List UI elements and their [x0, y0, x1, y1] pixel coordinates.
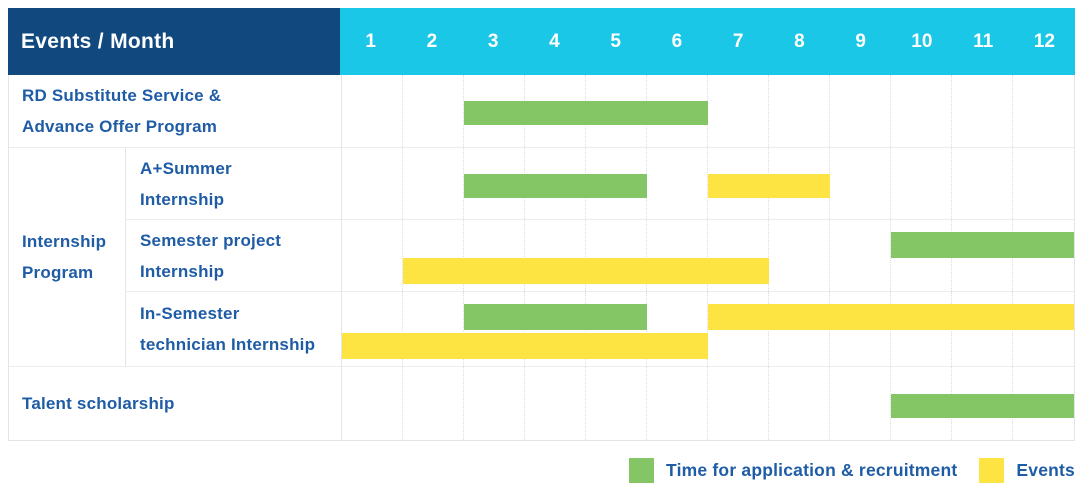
month-gridline-1: [342, 292, 403, 366]
table-header-row: Events / Month 1 2 3 4 5 6 7 8 9 10 11 12: [8, 8, 1075, 75]
legend: Time for application & recruitment Event…: [629, 458, 1075, 483]
month-gridline-8: [769, 220, 830, 291]
group-label-text: Internship Program: [22, 232, 107, 282]
green-swatch-icon: [629, 458, 655, 483]
row-label-rd-substitute-service: RD Substitute Service & Advance Offer Pr…: [9, 75, 341, 148]
month-gridline-9: [830, 148, 891, 219]
chart-cell-in-semester-technician-internship: [341, 292, 1074, 367]
month-gridline-5: [586, 220, 647, 291]
row-label-text: Talent scholarship: [22, 394, 175, 413]
month-gridline-5: [586, 367, 647, 440]
legend-label-events: Events: [1016, 460, 1075, 480]
month-gridline-6: [647, 220, 708, 291]
gantt-bar-yellow-months-1-6: [342, 333, 708, 359]
gantt-table: Events / Month 1 2 3 4 5 6 7 8 9 10 11 12 RD Substi…: [8, 8, 1075, 441]
month-gridline-8: [769, 367, 830, 440]
month-gridline-1: [342, 75, 403, 147]
table-body: RD Substitute Service & Advance Offer Pr…: [8, 75, 1075, 441]
legend-label-application-recruitment: Time for application & recruitment: [666, 460, 958, 480]
month-gridline-1: [342, 367, 403, 440]
month-header-9: 9: [855, 30, 866, 52]
month-gridline-12: [1013, 148, 1074, 219]
row-label-text: A+Summer Internship: [140, 158, 232, 209]
row-label-a-plus-summer-internship: A+Summer Internship: [125, 148, 341, 220]
row-label-in-semester-technician-internship: In-Semester technician Internship: [125, 292, 341, 367]
legend-item-events: Events: [979, 458, 1075, 483]
month-gridline-2: [403, 75, 464, 147]
month-gridline-8: [769, 75, 830, 147]
chart-cell-rd-substitute-service: [341, 75, 1074, 148]
yellow-swatch-icon: [979, 458, 1005, 483]
month-header-12: 12: [1033, 30, 1055, 52]
row-label-text: RD Substitute Service & Advance Offer Pr…: [22, 86, 222, 136]
gantt-bar-green-months-3-6: [464, 101, 708, 125]
month-header-1: 1: [365, 30, 376, 52]
month-gridline-3: [464, 220, 525, 291]
month-gridline-1: [342, 220, 403, 291]
row-label-semester-project-internship: Semester project Internship: [125, 220, 341, 292]
events-month-header-cell: Events / Month: [8, 8, 340, 75]
month-header-10: 10: [911, 30, 933, 52]
month-gridline-11: [952, 75, 1013, 147]
gantt-bar-green-months-3-5: [464, 173, 647, 198]
events-month-title: Events / Month: [21, 29, 175, 53]
month-gridline-10: [891, 75, 952, 147]
month-header-8: 8: [794, 30, 805, 52]
month-gridline-6: [647, 148, 708, 219]
month-gridline-4: [525, 220, 586, 291]
month-gridline-2: [403, 367, 464, 440]
month-gridline-9: [830, 75, 891, 147]
gantt-bar-yellow-months-7-8: [708, 173, 830, 198]
chart-cell-talent-scholarship: [341, 367, 1074, 440]
month-header-7: 7: [732, 30, 744, 52]
legend-item-application-recruitment: Time for application & recruitment: [629, 458, 957, 483]
month-gridline-4: [525, 367, 586, 440]
gantt-bar-green-months-3-5: [464, 304, 647, 330]
month-gridline-2: [403, 220, 464, 291]
month-header-strip: 1 2 3 4 5 6 7 8 9 10 11 12: [340, 8, 1075, 75]
row-label-text: Semester project Internship: [140, 230, 282, 281]
gantt-bar-yellow-months-2-7: [403, 258, 769, 284]
chart-cell-semester-project-internship: [341, 220, 1074, 292]
month-gridline-6: [647, 367, 708, 440]
month-gridline-7: [708, 220, 769, 291]
gantt-bar-green-months-10-12: [891, 232, 1074, 258]
month-header-2: 2: [426, 30, 438, 52]
chart-cell-a-plus-summer-internship: [341, 148, 1074, 220]
month-gridline-3: [464, 367, 525, 440]
month-gridline-10: [891, 148, 952, 219]
row-label-text: In-Semester technician Internship: [140, 304, 316, 354]
month-header-3: 3: [487, 30, 499, 52]
month-header-11: 11: [973, 30, 994, 52]
gantt-bar-green-months-10-12: [891, 393, 1074, 418]
month-gridline-9: [830, 367, 891, 440]
month-header-6: 6: [671, 30, 683, 52]
group-label-internship-program: Internship Program: [9, 148, 125, 367]
month-gridline-9: [830, 220, 891, 291]
month-gridline-12: [1013, 75, 1074, 147]
month-gridline-7: [708, 75, 769, 147]
gantt-bar-yellow-months-7-12: [708, 304, 1074, 330]
month-header-5: 5: [610, 30, 621, 52]
month-gridline-7: [708, 367, 769, 440]
month-gridline-1: [342, 148, 403, 219]
row-label-talent-scholarship: Talent scholarship: [9, 367, 341, 440]
month-gridline-11: [952, 148, 1013, 219]
month-gridline-6: [647, 292, 708, 366]
month-gridline-2: [403, 292, 464, 366]
month-gridline-2: [403, 148, 464, 219]
month-header-4: 4: [549, 30, 560, 52]
